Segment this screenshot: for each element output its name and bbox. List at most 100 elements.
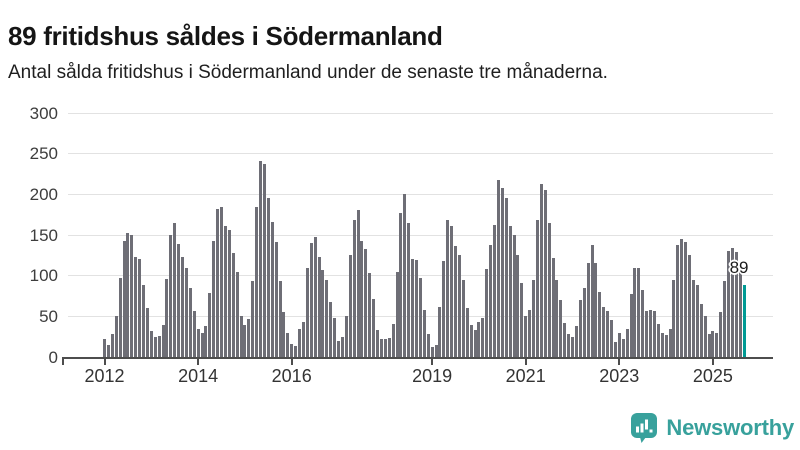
bar — [364, 248, 368, 357]
bar — [691, 279, 695, 357]
bar — [360, 240, 364, 357]
bar — [368, 273, 372, 357]
bar — [239, 315, 243, 357]
bar — [372, 299, 376, 357]
bar — [637, 268, 641, 357]
bar — [586, 263, 590, 357]
x-axis-tick — [711, 359, 714, 365]
bar — [149, 330, 153, 357]
bar — [719, 312, 723, 357]
bar — [352, 220, 356, 357]
gridline — [68, 193, 773, 195]
bar — [680, 239, 684, 357]
bar — [699, 304, 703, 357]
bar — [738, 269, 742, 357]
bar — [165, 278, 169, 357]
bar — [220, 207, 223, 357]
bar — [118, 278, 122, 357]
bar — [403, 194, 407, 357]
bar — [321, 269, 325, 357]
bar — [122, 240, 126, 357]
bar — [227, 230, 231, 357]
bar — [559, 300, 563, 357]
bar — [633, 267, 637, 357]
bar — [438, 306, 442, 357]
bar — [348, 254, 352, 357]
bar — [204, 326, 208, 357]
bar — [528, 309, 532, 357]
bar — [582, 287, 586, 357]
bar — [664, 335, 668, 357]
bar — [223, 226, 227, 357]
bar — [649, 309, 652, 357]
newsworthy-icon — [631, 413, 658, 443]
bar — [200, 332, 204, 357]
bar — [126, 233, 130, 357]
bar — [450, 226, 454, 357]
bar — [496, 179, 500, 357]
bar — [278, 280, 282, 357]
chart-subtitle: Antal sålda fritidshus i Södermanland un… — [8, 62, 608, 83]
bar — [106, 344, 110, 357]
bar — [391, 323, 395, 357]
bar — [243, 325, 247, 357]
bar — [715, 332, 719, 357]
bar — [629, 294, 633, 357]
bar — [489, 244, 493, 357]
bar — [259, 160, 262, 357]
bar — [574, 326, 578, 357]
bar — [676, 244, 680, 357]
bar — [688, 255, 691, 357]
bar — [707, 334, 711, 357]
bar — [684, 242, 688, 357]
bar — [473, 330, 477, 357]
bar — [446, 220, 450, 357]
x-axis-tick — [431, 359, 434, 365]
bar — [235, 272, 239, 357]
bar — [598, 291, 602, 357]
bar — [247, 318, 251, 357]
chart-title: 89 fritidshus såldes i Södermanland — [8, 21, 443, 52]
bar — [138, 259, 142, 357]
bar — [298, 328, 301, 357]
bar — [454, 246, 457, 357]
bar — [142, 285, 145, 357]
bar — [294, 345, 298, 357]
bar — [543, 190, 547, 357]
y-tick-label: 300 — [29, 103, 58, 123]
bar — [177, 243, 181, 357]
bar — [461, 279, 465, 357]
x-axis-line — [62, 357, 773, 359]
bar — [516, 254, 520, 357]
bar — [274, 241, 278, 357]
newsworthy-logo[interactable]: Newsworthy — [630, 412, 794, 444]
bar — [668, 328, 672, 357]
x-tick-label: 2021 — [505, 366, 546, 386]
bar — [652, 311, 656, 357]
bar — [192, 310, 196, 357]
bar — [606, 311, 610, 357]
bar — [181, 256, 184, 357]
bar — [290, 343, 294, 357]
bar — [340, 336, 344, 357]
bar — [153, 336, 157, 357]
bar — [567, 334, 571, 357]
bar — [376, 330, 379, 357]
bar — [512, 235, 516, 357]
gridline — [68, 112, 773, 114]
bar — [434, 344, 438, 357]
bar — [493, 225, 496, 357]
bar — [602, 306, 606, 357]
y-tick-label: 150 — [29, 225, 58, 245]
x-tick-label: 2012 — [84, 366, 125, 386]
bar — [325, 279, 329, 357]
bar — [641, 290, 645, 357]
bar — [356, 209, 360, 357]
bar — [613, 342, 617, 357]
bar — [255, 206, 259, 357]
bar — [730, 248, 734, 357]
x-axis-tick — [290, 359, 293, 365]
bar — [399, 213, 403, 357]
bar — [231, 252, 235, 357]
bar — [286, 333, 290, 357]
